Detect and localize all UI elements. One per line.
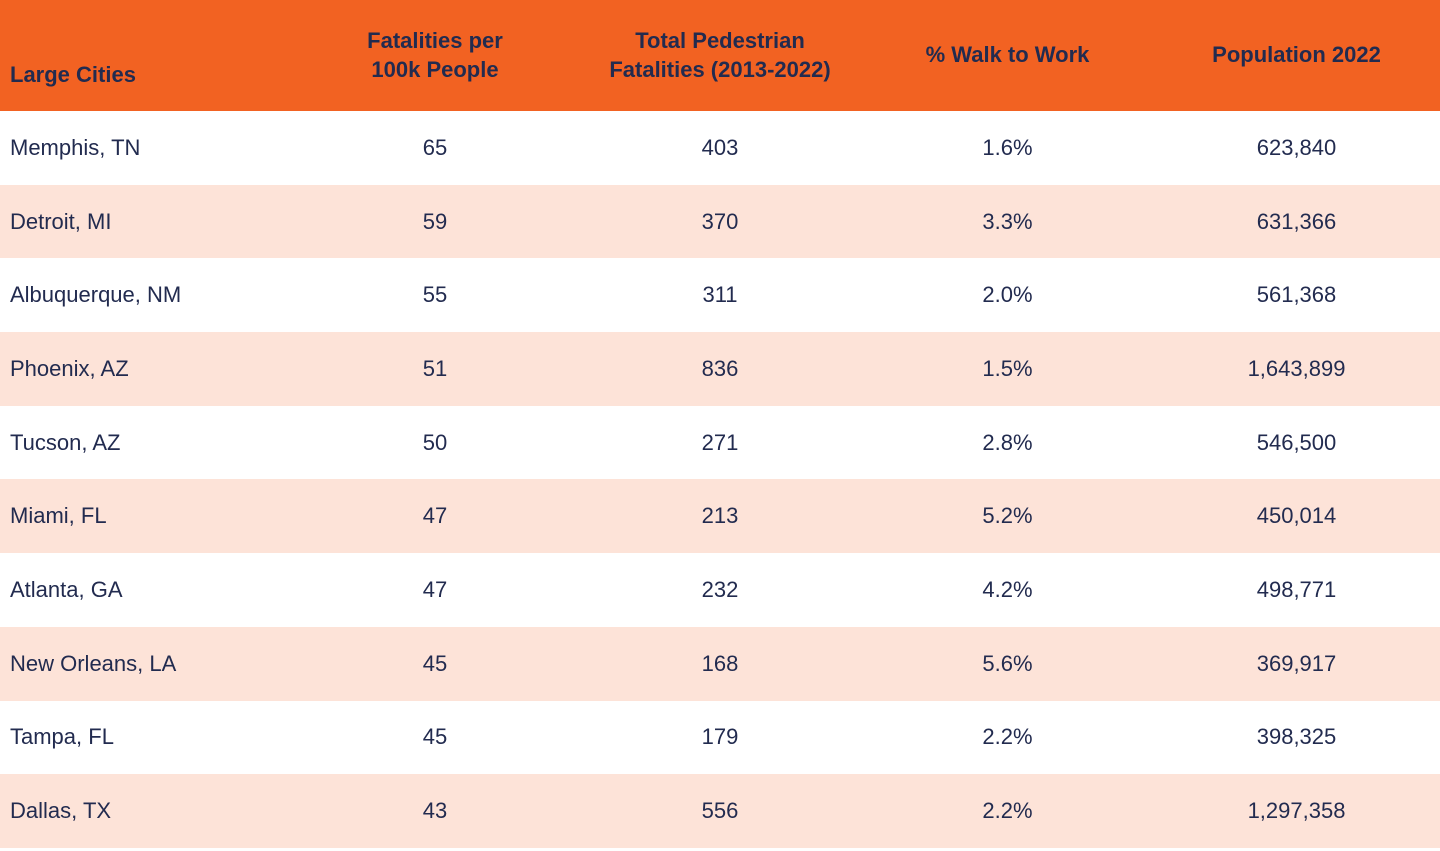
walk-cell: 1.6% — [982, 134, 1033, 160]
population-cell: 623,840 — [1256, 134, 1337, 160]
population-cell: 398,325 — [1256, 724, 1337, 750]
table-row-miami: Miami, FL 47 213 5.2% 450,014 — [0, 479, 1440, 554]
population-cell: 1,643,899 — [1247, 355, 1346, 381]
walk-cell: 4.2% — [982, 576, 1033, 602]
city-cell: Miami, FL — [10, 503, 107, 529]
table-row-new-orleans: New Orleans, LA 45 168 5.6% 369,917 — [0, 626, 1440, 701]
per-100k-cell: 50 — [422, 429, 448, 455]
total-cell: 403 — [701, 134, 739, 160]
city-cell: Albuquerque, NM — [10, 282, 182, 308]
table-row-memphis: Memphis, TN 65 403 1.6% 623,840 — [0, 111, 1440, 185]
walk-cell: 2.2% — [982, 798, 1033, 824]
population-cell: 631,366 — [1256, 208, 1337, 234]
per-100k-cell: 43 — [422, 798, 448, 824]
city-cell: Tampa, FL — [10, 724, 114, 750]
total-cell: 232 — [701, 576, 739, 602]
per-100k-cell: 47 — [422, 503, 448, 529]
table-row-detroit: Detroit, MI 59 370 3.3% 631,366 — [0, 184, 1440, 259]
table-row-phoenix: Phoenix, AZ 51 836 1.5% 1,643,899 — [0, 332, 1440, 406]
walk-cell: 3.3% — [982, 208, 1033, 234]
city-cell: New Orleans, LA — [10, 650, 177, 676]
table-row-tucson: Tucson, AZ 50 271 2.8% 546,500 — [0, 405, 1440, 480]
total-cell: 311 — [702, 282, 738, 308]
walk-cell: 2.0% — [982, 282, 1033, 308]
per-100k-cell: 59 — [422, 208, 448, 234]
walk-cell: 5.2% — [982, 503, 1033, 529]
total-cell: 556 — [701, 798, 739, 824]
population-cell: 1,297,358 — [1247, 798, 1346, 824]
header-percent-walk-to-work: % Walk to Work — [925, 42, 1090, 68]
table-row-dallas: Dallas, TX 43 556 2.2% 1,297,358 — [0, 774, 1440, 848]
per-100k-cell: 55 — [422, 282, 448, 308]
table-header-row: Large Cities Fatalities per 100k People … — [0, 0, 1440, 111]
table-row-albuquerque: Albuquerque, NM 55 311 2.0% 561,368 — [0, 258, 1440, 333]
total-cell: 213 — [701, 503, 739, 529]
per-100k-cell: 47 — [422, 576, 448, 602]
per-100k-cell: 45 — [422, 650, 448, 676]
table-row-atlanta: Atlanta, GA 47 232 4.2% 498,771 — [0, 553, 1440, 627]
city-cell: Memphis, TN — [10, 134, 141, 160]
walk-cell: 5.6% — [982, 650, 1033, 676]
header-population-2022: Population 2022 — [1212, 42, 1381, 68]
table-row-tampa: Tampa, FL 45 179 2.2% 398,325 — [0, 700, 1440, 775]
per-100k-cell: 45 — [422, 724, 448, 750]
total-cell: 168 — [701, 650, 739, 676]
total-cell: 271 — [701, 429, 739, 455]
total-cell: 370 — [701, 208, 739, 234]
city-cell: Dallas, TX — [10, 798, 112, 824]
header-total-pedestrian-fatalities: Total Pedestrian Fatalities (2013-2022) — [609, 27, 831, 82]
per-100k-cell: 65 — [422, 134, 448, 160]
city-cell: Phoenix, AZ — [10, 355, 129, 381]
city-cell: Tucson, AZ — [10, 429, 121, 455]
table-body: Memphis, TN 65 403 1.6% 623,840 Detroit,… — [0, 111, 1440, 848]
header-fatalities-per-100k: Fatalities per 100k People — [367, 27, 503, 82]
walk-cell: 2.2% — [982, 724, 1033, 750]
population-cell: 546,500 — [1256, 429, 1337, 455]
header-large-cities: Large Cities — [10, 62, 136, 88]
total-cell: 179 — [701, 724, 739, 750]
total-cell: 836 — [701, 355, 739, 381]
population-cell: 498,771 — [1256, 576, 1337, 602]
population-cell: 450,014 — [1256, 503, 1337, 529]
walk-cell: 2.8% — [982, 429, 1033, 455]
city-cell: Atlanta, GA — [10, 576, 123, 602]
per-100k-cell: 51 — [422, 355, 448, 381]
population-cell: 561,368 — [1256, 282, 1337, 308]
walk-cell: 1.5% — [982, 355, 1033, 381]
city-cell: Detroit, MI — [10, 208, 112, 234]
population-cell: 369,917 — [1256, 650, 1337, 676]
